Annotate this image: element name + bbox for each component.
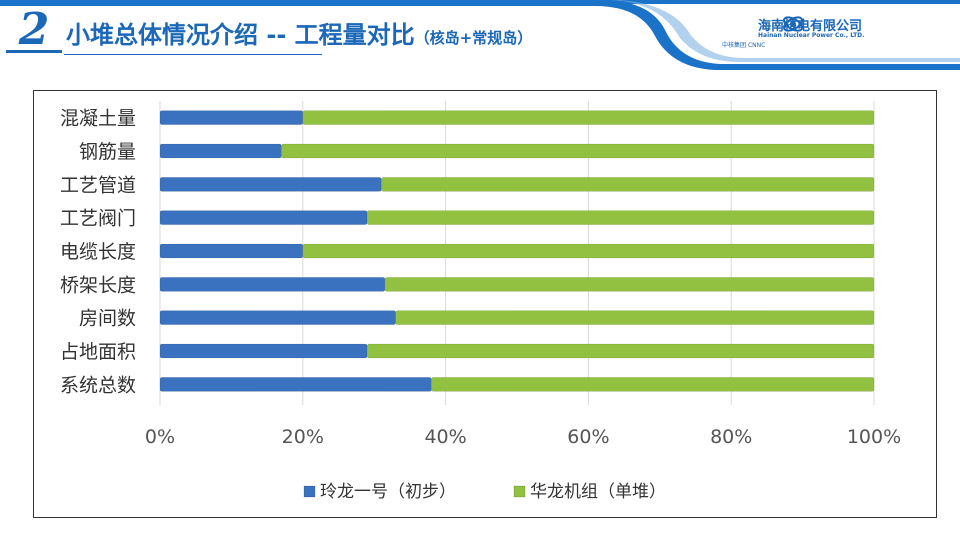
group-name-cn: 中核集团 (722, 42, 747, 49)
company-name-en: Hainan Nuclear Power Co., LTD. (758, 32, 865, 39)
bar-segment (159, 177, 382, 192)
category-label: 电缆长度 (60, 241, 136, 263)
legend-label: 玲龙一号（初步） (320, 482, 456, 502)
bar-segment (381, 177, 875, 192)
bar-segment (384, 277, 875, 292)
legend-swatch (513, 485, 526, 498)
header-swoosh (0, 0, 960, 70)
category-label: 系统总数 (60, 374, 136, 396)
bar-segment (159, 277, 386, 292)
x-tick-label: 60% (567, 426, 609, 448)
category-label: 混凝土量 (60, 108, 136, 130)
section-number-underline (6, 50, 62, 53)
bar-segment (159, 143, 282, 159)
bar-segment (159, 310, 396, 325)
bar-segment (159, 243, 304, 259)
stacked-bar-chart: 0% 20% 40% 60% 80% 100% 混凝土量钢筋量工艺管道工艺阀门电缆长度桥架长… (60, 101, 901, 502)
cnnc-logo-icon (782, 16, 804, 32)
category-label: 钢筋量 (79, 141, 136, 163)
group-name: 中核集团 CNNC (722, 40, 765, 49)
category-label: 桥架长度 (60, 274, 136, 296)
section-number: 2 (18, 4, 50, 55)
bar-segment (159, 210, 368, 225)
x-tick-label: 100% (847, 426, 901, 448)
chart-frame: 0% 20% 40% 60% 80% 100% 混凝土量钢筋量工艺管道工艺阀门电缆长度桥架长… (33, 90, 937, 518)
bar-segment (431, 377, 875, 392)
legend-label: 华龙机组（单堆） (530, 482, 666, 502)
x-tick-label: 0% (145, 426, 175, 448)
x-tick-label: 20% (282, 426, 324, 448)
bar-segment (366, 210, 875, 225)
category-label: 占地面积 (60, 341, 136, 363)
bar-segment (395, 310, 875, 325)
group-name-en: CNNC (747, 42, 766, 49)
page-subtitle: （核岛+常规岛） (414, 29, 533, 47)
bar-segment (281, 143, 875, 159)
bar-segment (159, 343, 368, 359)
page-title: 小堆总体情况介绍 -- 工程量对比（核岛+常规岛） (66, 20, 532, 53)
category-label: 工艺管道 (60, 174, 136, 196)
category-label: 房间数 (79, 308, 136, 330)
company-name-cn: 海南核电有限公司 (758, 19, 863, 34)
bar-segment (302, 243, 875, 259)
legend-swatch (303, 485, 316, 498)
page-title-main: 小堆总体情况介绍 -- 工程量对比 (66, 21, 415, 49)
title-underline (64, 54, 322, 55)
bar-segment (302, 110, 875, 125)
category-label: 工艺阀门 (60, 208, 136, 230)
x-tick-label: 80% (710, 426, 752, 448)
x-tick-label: 40% (424, 426, 466, 448)
bar-segment (366, 343, 875, 359)
bar-segment (159, 377, 432, 392)
bar-segment (159, 110, 304, 125)
